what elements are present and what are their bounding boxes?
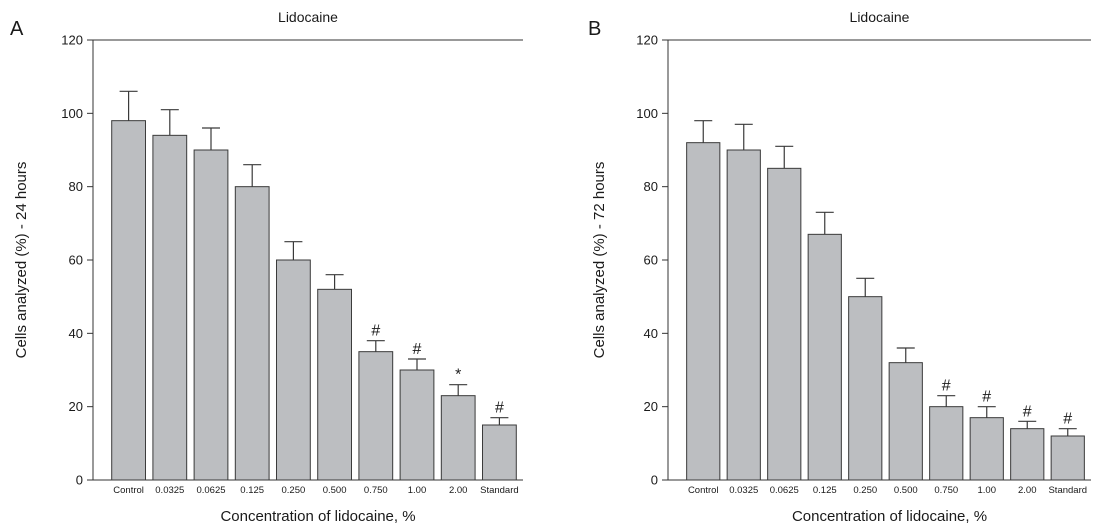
significance-marker: # <box>1023 403 1032 420</box>
bar <box>807 233 842 481</box>
x-tick-label: Standard <box>480 485 519 496</box>
y-tick-label: 40 <box>644 326 658 341</box>
bar <box>440 395 476 481</box>
bar <box>969 417 1004 481</box>
y-axis-label: Cells analyzed (%) - 72 hours <box>591 162 608 359</box>
y-tick-label: 60 <box>644 253 658 268</box>
y-tick-label: 80 <box>69 179 83 194</box>
x-tick-label: 0.500 <box>323 485 347 496</box>
y-tick-label: 60 <box>69 253 83 268</box>
chart-title: Lidocaine <box>278 9 338 25</box>
x-tick-label: 0.250 <box>282 485 306 496</box>
x-axis-label: Concentration of lidocaine, % <box>220 508 415 525</box>
y-tick-label: 40 <box>69 326 83 341</box>
significance-marker: # <box>413 341 422 358</box>
bar <box>767 167 802 481</box>
x-tick-label: 0.750 <box>934 485 958 496</box>
y-tick-label: 120 <box>61 33 83 48</box>
bar <box>234 186 270 481</box>
significance-marker: # <box>942 378 951 395</box>
x-tick-label: 0.125 <box>240 485 264 496</box>
chart-title: Lidocaine <box>850 9 910 25</box>
y-tick-label: 0 <box>651 473 658 488</box>
x-tick-label: Control <box>113 485 144 496</box>
panel-a: A Lidocaine 0 20 40 60 80 100 120 Cells analyzed … <box>10 9 523 525</box>
bar <box>399 369 435 481</box>
y-tick-label: 120 <box>636 33 658 48</box>
y-tick-label: 80 <box>644 179 658 194</box>
x-tick-label: 2.00 <box>1018 485 1037 496</box>
x-tick-label: Standard <box>1048 485 1087 496</box>
x-tick-label: 2.00 <box>449 485 468 496</box>
y-tick-label: 0 <box>76 473 83 488</box>
significance-marker: # <box>495 400 504 417</box>
panel-letter: A <box>10 18 24 40</box>
bar <box>686 142 721 481</box>
x-tick-label: 0.125 <box>813 485 837 496</box>
x-tick-label: 0.0325 <box>729 485 758 496</box>
x-tick-label: 1.00 <box>978 485 997 496</box>
x-tick-label: 0.500 <box>894 485 918 496</box>
x-tick-label: 1.00 <box>408 485 427 496</box>
panel-letter: B <box>588 18 601 40</box>
bar <box>1010 428 1045 481</box>
x-axis-label: Concentration of lidocaine, % <box>792 508 987 525</box>
x-tick-label: 0.750 <box>364 485 388 496</box>
bar <box>193 149 229 481</box>
y-axis-label: Cells analyzed (%) - 24 hours <box>13 162 30 359</box>
panel-b: B Lidocaine 0 20 40 60 80 100 120 Cells analyzed … <box>588 9 1091 525</box>
bar <box>482 424 517 481</box>
bar <box>276 259 311 481</box>
significance-marker: # <box>982 389 991 406</box>
y-tick-label: 100 <box>636 106 658 121</box>
significance-marker: # <box>371 323 380 340</box>
x-tick-label: 0.250 <box>853 485 877 496</box>
significance-marker: # <box>1063 411 1072 428</box>
x-tick-label: 0.0625 <box>770 485 799 496</box>
bar <box>152 134 188 481</box>
y-tick-label: 20 <box>644 399 658 414</box>
bar <box>317 288 352 481</box>
bar <box>726 149 761 481</box>
bar <box>1050 435 1085 481</box>
x-tick-label: 0.0325 <box>155 485 184 496</box>
bar <box>111 120 146 481</box>
x-tick-label: Control <box>688 485 719 496</box>
x-tick-label: 0.0625 <box>196 485 225 496</box>
bar <box>358 351 394 481</box>
bar <box>929 406 964 481</box>
bar <box>888 362 923 481</box>
y-tick-label: 100 <box>61 106 83 121</box>
y-tick-label: 20 <box>69 399 83 414</box>
bar <box>848 296 883 481</box>
significance-marker: * <box>455 367 461 384</box>
